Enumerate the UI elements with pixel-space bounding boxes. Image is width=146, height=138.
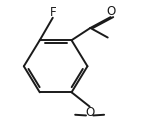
Text: F: F <box>49 6 56 19</box>
Text: O: O <box>85 106 94 119</box>
Text: O: O <box>106 5 115 18</box>
